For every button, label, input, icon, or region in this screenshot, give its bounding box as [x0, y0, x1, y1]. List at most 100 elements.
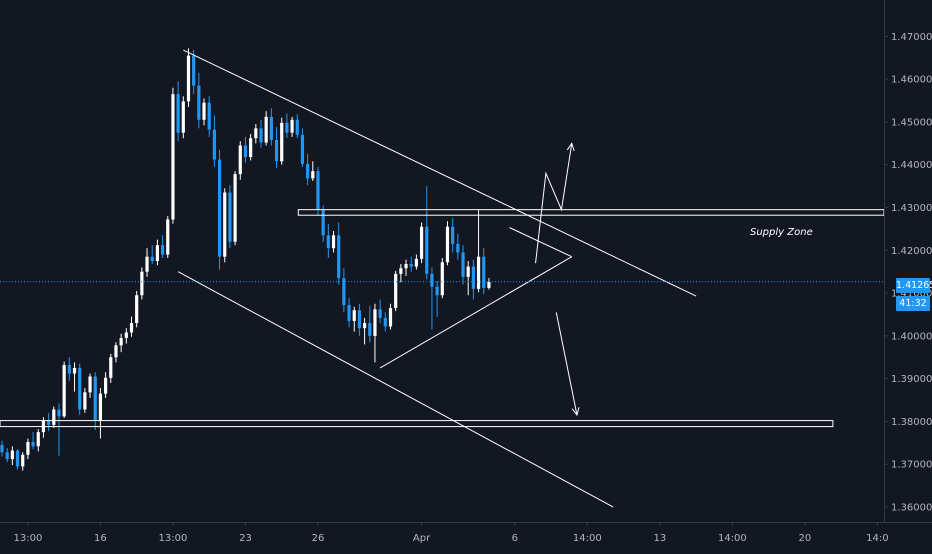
candle[interactable] [270, 117, 273, 140]
candle[interactable] [389, 308, 392, 326]
candle[interactable] [332, 235, 335, 248]
candle[interactable] [301, 135, 304, 164]
candle[interactable] [57, 409, 60, 416]
candle[interactable] [197, 86, 200, 120]
candle[interactable] [254, 128, 257, 138]
candle[interactable] [171, 94, 174, 219]
candle[interactable] [213, 130, 216, 160]
candle[interactable] [441, 262, 444, 295]
time-tick-label: 14:0 [866, 533, 888, 544]
candle[interactable] [482, 257, 485, 288]
candle[interactable] [311, 171, 314, 178]
candle[interactable] [120, 338, 123, 345]
candle[interactable] [161, 245, 164, 254]
candle[interactable] [130, 323, 133, 332]
candle[interactable] [187, 56, 190, 102]
candle[interactable] [88, 377, 91, 393]
candle[interactable] [446, 227, 449, 263]
candle[interactable] [322, 210, 325, 236]
candle[interactable] [244, 145, 247, 157]
candle[interactable] [280, 123, 283, 162]
candle[interactable] [410, 264, 413, 267]
candle[interactable] [249, 138, 252, 157]
candle[interactable] [156, 245, 159, 261]
candle[interactable] [404, 264, 407, 268]
candle[interactable] [265, 117, 268, 143]
candle[interactable] [477, 257, 480, 289]
candle[interactable] [373, 309, 376, 336]
candle[interactable] [234, 174, 237, 242]
candle[interactable] [125, 332, 128, 338]
candle[interactable] [21, 455, 24, 467]
candle[interactable] [63, 365, 66, 416]
candle[interactable] [467, 267, 470, 277]
candle[interactable] [353, 310, 356, 321]
candle[interactable] [363, 323, 366, 328]
candle[interactable] [239, 145, 242, 174]
candle[interactable] [11, 451, 14, 460]
candle[interactable] [83, 392, 86, 409]
candle[interactable] [202, 103, 205, 120]
candle[interactable] [296, 120, 299, 135]
candle[interactable] [52, 409, 55, 424]
candle[interactable] [135, 295, 138, 323]
candle[interactable] [285, 123, 288, 133]
candle[interactable] [151, 257, 154, 261]
candle[interactable] [487, 282, 490, 288]
candle[interactable] [259, 128, 262, 142]
candle[interactable] [327, 235, 330, 248]
time-tick-label: 13:00 [13, 533, 42, 544]
candle[interactable] [223, 193, 226, 257]
candle[interactable] [37, 432, 40, 446]
candle[interactable] [436, 287, 439, 296]
candle[interactable] [177, 94, 180, 133]
candle[interactable] [73, 368, 76, 374]
candle[interactable] [316, 171, 319, 210]
candle[interactable] [166, 219, 169, 254]
price-tick-label: 1.40000 [891, 331, 932, 342]
candle[interactable] [347, 305, 350, 321]
candle[interactable] [68, 365, 71, 374]
candle[interactable] [394, 274, 397, 308]
candle[interactable] [104, 378, 107, 394]
candle[interactable] [140, 272, 143, 296]
candle[interactable] [109, 357, 112, 378]
candle[interactable] [114, 345, 117, 357]
candle[interactable] [456, 244, 459, 253]
candle[interactable] [275, 140, 278, 161]
candle[interactable] [192, 56, 195, 86]
candle[interactable] [384, 318, 387, 327]
candle[interactable] [430, 274, 433, 287]
candle[interactable] [337, 235, 340, 278]
candle[interactable] [420, 227, 423, 259]
candle[interactable] [472, 267, 475, 289]
candle[interactable] [451, 227, 454, 244]
candle[interactable] [0, 445, 3, 452]
candle[interactable] [16, 451, 19, 467]
candle[interactable] [31, 442, 34, 446]
candle[interactable] [379, 309, 382, 318]
candle[interactable] [461, 252, 464, 276]
candle[interactable] [208, 103, 211, 130]
candle[interactable] [290, 120, 293, 133]
price-tick-label: 1.43000 [891, 203, 932, 214]
candle[interactable] [218, 160, 221, 257]
candle[interactable] [94, 377, 97, 421]
candle[interactable] [425, 227, 428, 274]
candle[interactable] [399, 268, 402, 274]
candle[interactable] [6, 452, 9, 459]
candle[interactable] [78, 368, 81, 410]
candle[interactable] [228, 193, 231, 242]
candle[interactable] [306, 164, 309, 179]
candle[interactable] [99, 394, 102, 421]
time-tick-label: 6 [512, 533, 518, 544]
candle[interactable] [26, 442, 29, 455]
candle[interactable] [368, 323, 371, 336]
candle[interactable] [415, 259, 418, 267]
candle[interactable] [145, 257, 148, 272]
candle[interactable] [358, 310, 361, 328]
candle[interactable] [182, 101, 185, 132]
candle[interactable] [47, 421, 50, 425]
